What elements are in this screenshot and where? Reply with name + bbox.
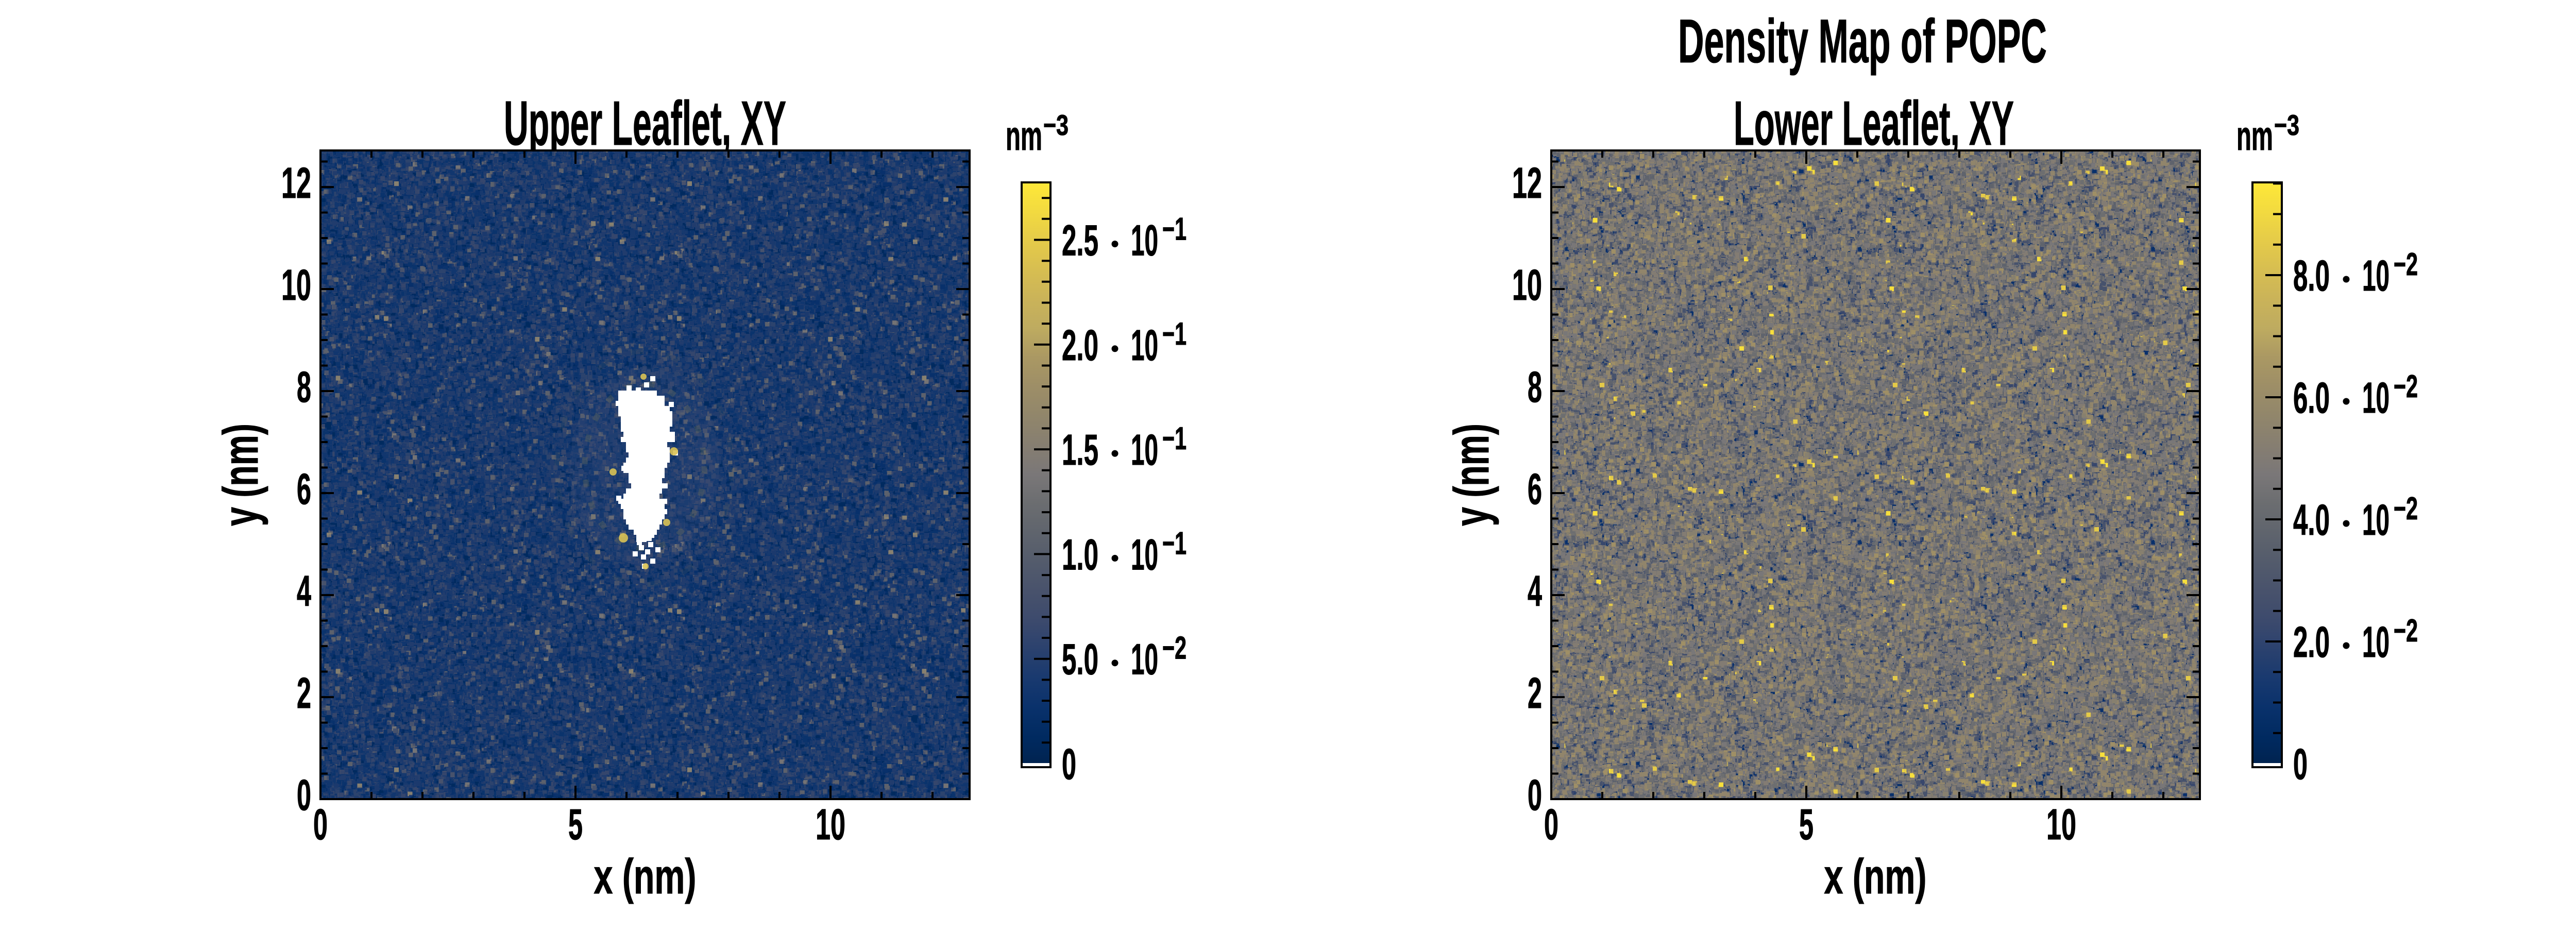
svg-text:10: 10 [1131,530,1158,579]
svg-text:−2: −2 [2394,247,2418,282]
svg-text:0: 0 [2293,740,2308,788]
svg-text:6.0: 6.0 [2293,374,2330,422]
svg-text:2: 2 [297,669,311,717]
svg-text:2: 2 [1528,669,1542,717]
svg-text:10: 10 [2362,496,2389,544]
svg-text:−2: −2 [1162,631,1187,666]
svg-text:6: 6 [1528,465,1542,513]
svg-text:0: 0 [313,800,328,849]
svg-text:10: 10 [1131,321,1158,369]
svg-text:5: 5 [1799,800,1814,849]
svg-text:10: 10 [1512,261,1542,309]
svg-text:0: 0 [1528,771,1542,819]
svg-text:−2: −2 [2394,369,2418,404]
svg-text:−1: −1 [1162,212,1187,247]
svg-text:−2: −2 [2394,613,2418,649]
svg-text:2.0: 2.0 [2293,618,2330,666]
svg-text:0: 0 [297,771,311,819]
svg-text:Density Map of POPC: Density Map of POPC [1678,7,2047,76]
svg-text:6: 6 [297,465,311,513]
svg-text:8.0: 8.0 [2293,251,2330,300]
svg-text:−3: −3 [2274,109,2299,141]
svg-text:4: 4 [297,567,311,615]
svg-text:−1: −1 [1162,526,1187,561]
svg-text:10: 10 [2362,618,2389,666]
svg-text:4: 4 [1528,567,1542,615]
svg-text:2.0: 2.0 [1062,321,1098,369]
svg-text:y (nm): y (nm) [213,424,268,526]
svg-text:4.0: 4.0 [2293,496,2330,544]
svg-text:10: 10 [816,800,845,849]
svg-text:10: 10 [2362,251,2389,300]
svg-text:12: 12 [281,159,311,207]
svg-text:x (nm): x (nm) [1824,849,1927,904]
svg-text:2.5: 2.5 [1062,216,1098,265]
svg-text:10: 10 [1131,426,1158,474]
svg-text:8: 8 [297,363,311,411]
svg-text:−2: −2 [2394,491,2418,527]
svg-text:nm: nm [2236,113,2273,159]
svg-text:10: 10 [1131,635,1158,684]
svg-text:12: 12 [1512,159,1542,207]
svg-text:nm: nm [1006,113,1042,159]
svg-text:5: 5 [568,800,583,849]
svg-text:8: 8 [1528,363,1542,411]
svg-text:−3: −3 [1043,109,1069,141]
svg-text:1.0: 1.0 [1062,530,1098,579]
svg-text:y (nm): y (nm) [1444,424,1499,526]
svg-text:−1: −1 [1162,421,1187,456]
svg-text:Lower Leaflet, XY: Lower Leaflet, XY [1734,88,2014,158]
svg-text:0: 0 [1544,800,1558,849]
svg-text:10: 10 [281,261,311,309]
svg-text:1.5: 1.5 [1062,426,1098,474]
svg-text:10: 10 [1131,216,1158,265]
svg-text:10: 10 [2046,800,2076,849]
svg-text:10: 10 [2362,374,2389,422]
svg-text:0: 0 [1062,740,1076,788]
svg-text:5.0: 5.0 [1062,635,1098,684]
svg-text:−1: −1 [1162,316,1187,352]
svg-text:x (nm): x (nm) [594,849,697,904]
svg-text:Upper Leaflet, XY: Upper Leaflet, XY [504,88,786,158]
